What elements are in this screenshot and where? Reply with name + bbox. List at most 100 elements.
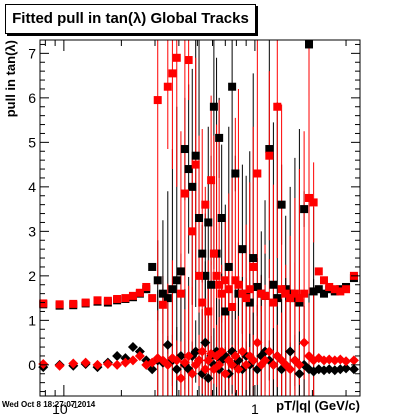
data-point (204, 307, 213, 316)
data-point (342, 285, 351, 294)
data-point (295, 294, 304, 303)
data-point (39, 299, 48, 308)
data-point (153, 96, 162, 105)
data-point (215, 280, 224, 289)
data-point (341, 363, 352, 374)
data-point (265, 151, 274, 160)
data-point (120, 357, 131, 368)
x-tick-label: -1 (69, 400, 78, 411)
data-point (252, 337, 263, 348)
data-point (191, 160, 200, 169)
data-point (348, 355, 359, 366)
data-point (200, 364, 211, 375)
data-point (253, 282, 262, 291)
data-point (81, 298, 90, 307)
data-point (200, 337, 211, 348)
data-point (92, 359, 103, 370)
data-point (162, 359, 173, 370)
data-point (128, 291, 137, 300)
data-point (330, 285, 339, 294)
data-point (168, 285, 177, 294)
data-point (281, 285, 290, 294)
data-point (38, 358, 49, 369)
data-point (277, 285, 286, 294)
data-point (198, 298, 207, 307)
data-point (183, 350, 194, 361)
data-point (68, 358, 79, 369)
data-point (171, 364, 182, 375)
data-point (305, 193, 314, 202)
data-point (228, 303, 237, 311)
data-point (212, 271, 221, 280)
data-point (245, 298, 254, 307)
data-point (112, 350, 123, 361)
data-point (269, 298, 278, 307)
data-point (290, 289, 299, 298)
data-point (148, 294, 157, 303)
data-point (234, 280, 243, 289)
data-point (285, 346, 296, 357)
data-point (112, 359, 123, 370)
data-point (180, 145, 189, 154)
data-point (300, 289, 309, 298)
data-point (221, 307, 230, 316)
data-point (194, 355, 205, 366)
data-point (113, 294, 122, 303)
data-point (163, 294, 172, 303)
data-point (295, 298, 304, 307)
data-point (249, 262, 258, 271)
data-point (198, 249, 207, 258)
data-point (134, 350, 145, 361)
data-point (286, 289, 295, 298)
data-point (249, 254, 258, 263)
data-point (127, 342, 138, 353)
data-point (238, 289, 247, 298)
data-point (238, 245, 247, 254)
data-point (294, 368, 305, 379)
data-point (172, 53, 181, 62)
data-point (269, 280, 278, 289)
data-point (168, 69, 177, 78)
data-point (147, 364, 158, 375)
data-point (188, 227, 197, 236)
data-point (184, 56, 193, 65)
data-point (290, 294, 299, 303)
data-point (245, 285, 254, 294)
data-point (175, 373, 186, 384)
y-tick-label: 7 (28, 45, 36, 61)
data-point (172, 276, 181, 285)
data-point (314, 285, 323, 294)
data-point (188, 182, 197, 191)
data-point (187, 368, 198, 379)
data-point (253, 169, 262, 178)
data-point (201, 271, 210, 280)
data-point (221, 276, 230, 285)
data-point (305, 40, 314, 49)
y-tick-label: 1 (28, 312, 36, 328)
data-point (241, 359, 252, 370)
data-point (162, 339, 173, 350)
data-point (203, 373, 214, 384)
data-point (286, 294, 295, 303)
data-point (336, 287, 345, 296)
data-point (285, 364, 296, 375)
data-point (184, 165, 193, 174)
data-point (216, 346, 227, 357)
data-point (224, 262, 233, 271)
data-point (268, 359, 279, 370)
data-point (300, 205, 309, 214)
data-point (231, 276, 240, 285)
data-point (171, 355, 182, 366)
data-point (191, 151, 200, 160)
data-point (135, 288, 144, 297)
data-point (209, 102, 218, 111)
data-point (102, 358, 113, 369)
data-point (197, 346, 208, 357)
data-point (153, 276, 162, 285)
plot-frame (39, 39, 361, 397)
data-point (190, 346, 201, 357)
data-point (217, 289, 226, 298)
data-point (176, 289, 185, 298)
data-point (220, 368, 231, 379)
